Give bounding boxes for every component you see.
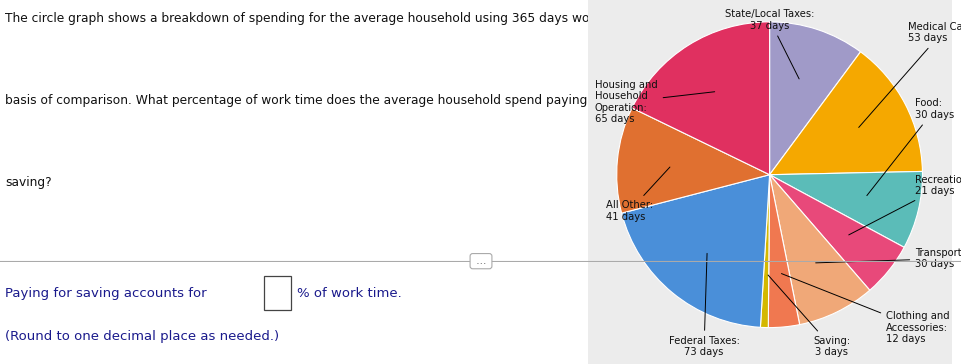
Wedge shape	[769, 52, 922, 175]
Text: Transportation
30 days: Transportation 30 days	[815, 248, 961, 269]
Wedge shape	[759, 175, 769, 328]
Text: Food:
30 days: Food: 30 days	[866, 98, 953, 195]
Text: Federal Taxes:
73 days: Federal Taxes: 73 days	[668, 253, 739, 357]
Wedge shape	[616, 108, 769, 213]
Text: Saving:
3 days: Saving: 3 days	[767, 275, 850, 357]
Wedge shape	[769, 22, 860, 175]
Text: Housing and
Household
Operation:
65 days: Housing and Household Operation: 65 days	[594, 79, 714, 124]
Wedge shape	[631, 22, 769, 175]
Text: Medical Care:
53 days: Medical Care: 53 days	[858, 22, 961, 127]
Text: saving?: saving?	[5, 175, 51, 189]
Wedge shape	[769, 171, 922, 247]
Wedge shape	[769, 175, 869, 325]
Text: All Other:
41 days: All Other: 41 days	[605, 167, 669, 222]
Text: (Round to one decimal place as needed.): (Round to one decimal place as needed.)	[5, 330, 279, 343]
Wedge shape	[768, 175, 799, 328]
Text: ...: ...	[472, 256, 489, 266]
Wedge shape	[769, 175, 903, 290]
Text: % of work time.: % of work time.	[296, 287, 401, 300]
Text: basis of comparison. What percentage of work time does the average household spe: basis of comparison. What percentage of …	[5, 94, 607, 107]
Text: State/Local Taxes:
37 days: State/Local Taxes: 37 days	[725, 9, 813, 79]
Text: The circle graph shows a breakdown of spending for the average household using 3: The circle graph shows a breakdown of sp…	[5, 12, 645, 25]
Wedge shape	[621, 175, 769, 327]
Text: Clothing and
Accessories:
12 days: Clothing and Accessories: 12 days	[780, 274, 949, 344]
Text: Paying for saving accounts for: Paying for saving accounts for	[5, 287, 210, 300]
Text: Recreation:
21 days: Recreation: 21 days	[848, 175, 961, 235]
FancyBboxPatch shape	[264, 276, 291, 310]
